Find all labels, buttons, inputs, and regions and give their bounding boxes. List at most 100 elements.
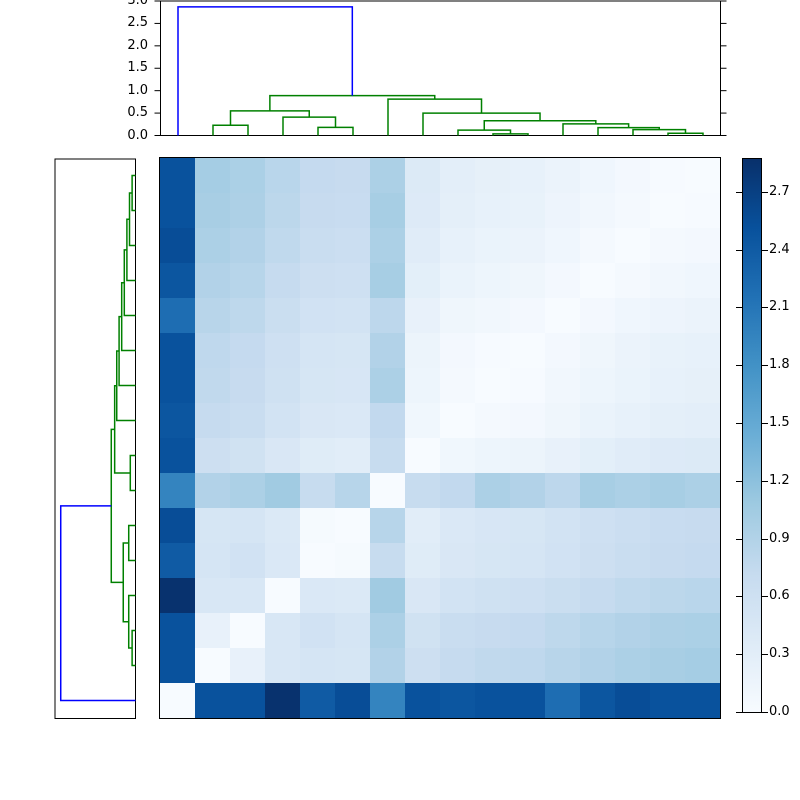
heatmap-cell (405, 263, 440, 298)
heatmap-cell (475, 508, 510, 543)
heatmap-cell (580, 228, 615, 263)
heatmap-cell (580, 613, 615, 648)
heatmap-cell (685, 543, 720, 578)
heatmap-cell (160, 438, 195, 473)
heatmap-cell (405, 228, 440, 263)
heatmap-cell (650, 193, 685, 228)
heatmap-cell (405, 683, 440, 718)
heatmap-cell (685, 613, 720, 648)
top-dendrogram-ytick-label: 1.0 (127, 82, 148, 98)
colorbar-tick-label: 1.8 (769, 357, 790, 373)
heatmap-cell (230, 508, 265, 543)
heatmap-cell (650, 508, 685, 543)
heatmap-cell (370, 438, 405, 473)
heatmap-cell (685, 263, 720, 298)
colorbar-tick-mark (762, 249, 768, 251)
heatmap-cell (370, 508, 405, 543)
heatmap-cell (300, 438, 335, 473)
heatmap-cell (580, 158, 615, 193)
heatmap-cell (265, 683, 300, 718)
top-dendrogram-ytick-label: 2.5 (127, 15, 148, 31)
colorbar-gradient (743, 159, 761, 712)
colorbar-tick-mark (736, 596, 742, 598)
heatmap-cell (160, 333, 195, 368)
heatmap-cell (615, 333, 650, 368)
heatmap-cell (580, 403, 615, 438)
heatmap-cell (230, 263, 265, 298)
heatmap-cell (335, 648, 370, 683)
heatmap-cell (195, 683, 230, 718)
heatmap-cell (230, 473, 265, 508)
heatmap-cell (265, 228, 300, 263)
heatmap-cell (335, 613, 370, 648)
top-dendrogram-ytick-label: 1.5 (127, 60, 148, 76)
heatmap-cell (545, 473, 580, 508)
heatmap-cell (510, 403, 545, 438)
heatmap-cell (335, 263, 370, 298)
heatmap-cell (265, 333, 300, 368)
heatmap-cell (545, 438, 580, 473)
colorbar-tick-mark (736, 538, 742, 540)
heatmap-cell (440, 613, 475, 648)
heatmap-cell (370, 473, 405, 508)
heatmap-cell (335, 298, 370, 333)
heatmap-cell (160, 543, 195, 578)
colorbar-tick-mark (762, 712, 768, 713)
heatmap-cell (615, 158, 650, 193)
heatmap-cell (580, 263, 615, 298)
heatmap-cell (440, 508, 475, 543)
heatmap-cell (300, 158, 335, 193)
heatmap-cell (650, 613, 685, 648)
heatmap-cell (615, 193, 650, 228)
heatmap-cell (230, 333, 265, 368)
heatmap-cell (440, 158, 475, 193)
heatmap-cell (615, 648, 650, 683)
heatmap-cell (475, 578, 510, 613)
heatmap-cell (510, 613, 545, 648)
heatmap-cell (405, 438, 440, 473)
heatmap-cell (580, 543, 615, 578)
heatmap-cell (510, 473, 545, 508)
heatmap-cell (230, 368, 265, 403)
left-dendrogram (54, 158, 136, 719)
colorbar-tick-mark (736, 712, 742, 713)
heatmap-cell (685, 228, 720, 263)
heatmap-cell (615, 228, 650, 263)
heatmap-cell (510, 683, 545, 718)
heatmap-cell (510, 333, 545, 368)
colorbar-tick-mark (736, 191, 742, 193)
heatmap-cell (370, 648, 405, 683)
heatmap-cell (195, 508, 230, 543)
colorbar-tick-label: 0.3 (769, 646, 790, 662)
heatmap-cell (580, 648, 615, 683)
colorbar-tick-mark (762, 307, 768, 309)
heatmap-cell (265, 158, 300, 193)
heatmap-cell (335, 578, 370, 613)
heatmap-cell (230, 193, 265, 228)
heatmap-cell (160, 508, 195, 543)
heatmap-cell (230, 158, 265, 193)
heatmap-cell (475, 298, 510, 333)
heatmap-cell (615, 368, 650, 403)
heatmap-cell (685, 473, 720, 508)
heatmap-cell (265, 298, 300, 333)
heatmap-cell (615, 403, 650, 438)
top-dendrogram-ytick-label: 0.5 (127, 105, 148, 121)
heatmap-cell (650, 228, 685, 263)
heatmap-cell (440, 228, 475, 263)
heatmap-cell (440, 403, 475, 438)
heatmap-cell (405, 613, 440, 648)
heatmap-cell (195, 438, 230, 473)
heatmap-cell (335, 543, 370, 578)
colorbar-tick-mark (736, 422, 742, 424)
heatmap-cell (580, 473, 615, 508)
heatmap-cell (510, 438, 545, 473)
heatmap-cell (370, 158, 405, 193)
heatmap-cell (615, 438, 650, 473)
colorbar-tick-label: 2.7 (769, 183, 790, 199)
heatmap-cell (545, 613, 580, 648)
heatmap-cell (160, 158, 195, 193)
heatmap-cell (545, 193, 580, 228)
heatmap-cell (370, 298, 405, 333)
